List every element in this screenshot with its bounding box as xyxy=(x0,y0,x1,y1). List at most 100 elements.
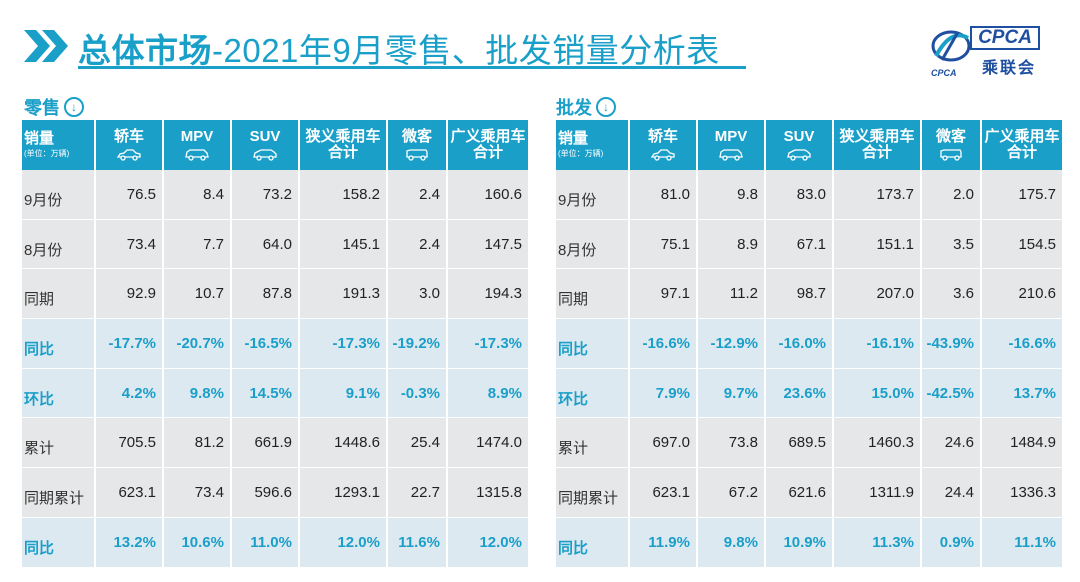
wholesale-header-unit: 销量 (单位：万辆) xyxy=(556,120,630,170)
retail-header-row: 销量 (单位：万辆) 轿车 MPV SUV 狭义乘用车 合计 微客 广义乘用车 合计 xyxy=(22,120,530,170)
title-underline xyxy=(78,66,746,69)
wholesale-header-col-5: 微客 xyxy=(922,120,982,170)
column-header-label: 合计 xyxy=(861,144,892,161)
table-row: 环比 7.9% 9.7% 23.6% 15.0% -42.5% 13.7% xyxy=(556,368,1064,419)
retail-section-label: 零售 ↓ xyxy=(24,94,84,120)
suv-icon xyxy=(253,149,277,161)
page-title-rest: -2021年9月零售、批发销量分析表 xyxy=(212,32,720,69)
table-cell: 3.0 xyxy=(388,269,448,320)
table-cell: -17.7% xyxy=(96,319,164,369)
column-header-label: MPV xyxy=(714,128,748,145)
table-cell: 8.9 xyxy=(698,219,766,270)
row-label: 环比 xyxy=(22,368,96,419)
table-row: 9月份 76.5 8.4 73.2 158.2 2.4 160.6 xyxy=(22,170,530,220)
table-cell: 2.4 xyxy=(388,219,448,270)
row-label: 同比 xyxy=(22,319,96,369)
table-cell: 1293.1 xyxy=(300,468,388,518)
table-cell: 24.4 xyxy=(922,468,982,518)
table-row: 同期累计 623.1 73.4 596.6 1293.1 22.7 1315.8 xyxy=(22,468,530,518)
page-title-main: 总体市场 xyxy=(78,32,212,69)
row-label: 同期 xyxy=(22,269,96,320)
table-cell: 1474.0 xyxy=(448,418,530,469)
table-cell: 158.2 xyxy=(300,170,388,220)
table-cell: -17.3% xyxy=(448,319,530,369)
column-header-label: 微客 xyxy=(935,128,966,145)
sedan-icon xyxy=(116,149,141,161)
row-label: 同比 xyxy=(556,319,630,369)
table-cell: 7.7 xyxy=(164,219,232,270)
table-cell: 8.4 xyxy=(164,170,232,220)
table-cell: -42.5% xyxy=(922,368,982,419)
table-cell: 83.0 xyxy=(766,170,834,220)
table-cell: 73.8 xyxy=(698,418,766,469)
table-cell: 147.5 xyxy=(448,219,530,270)
table-cell: 11.2 xyxy=(698,269,766,320)
table-cell: 98.7 xyxy=(766,269,834,320)
arrow-down-icon: ↓ xyxy=(596,97,616,117)
table-cell: 81.0 xyxy=(630,170,698,220)
table-cell: 689.5 xyxy=(766,418,834,469)
table-cell: -16.6% xyxy=(982,319,1064,369)
wholesale-header-row: 销量 (单位：万辆) 轿车 MPV SUV 狭义乘用车 合计 微客 广义乘用车合计 xyxy=(556,120,1064,170)
table-row: 同期 97.1 11.2 98.7 207.0 3.6 210.6 xyxy=(556,269,1064,320)
page-header: 总体市场-2021年9月零售、批发销量分析表 CPCA CPCA 乘联会 xyxy=(22,18,1062,88)
row-label: 9月份 xyxy=(556,170,630,220)
table-cell: -0.3% xyxy=(388,368,448,419)
column-header-label: 合计 xyxy=(327,144,358,161)
column-header-label: SUV xyxy=(783,128,815,145)
retail-header-col-2: MPV xyxy=(164,120,232,170)
page-title: 总体市场-2021年9月零售、批发销量分析表 xyxy=(78,24,720,72)
retail-header-col-4: 狭义乘用车 合计 xyxy=(300,120,388,170)
table-cell: 210.6 xyxy=(982,269,1064,320)
table-cell: 9.1% xyxy=(300,368,388,419)
table-cell: 0.9% xyxy=(922,517,982,568)
table-row: 同比 13.2% 10.6% 11.0% 12.0% 11.6% 12.0% xyxy=(22,517,530,568)
table-cell: 173.7 xyxy=(834,170,922,220)
sedan-icon xyxy=(650,149,675,161)
mpv-icon xyxy=(719,149,743,161)
row-label: 累计 xyxy=(556,418,630,469)
table-cell: 13.7% xyxy=(982,368,1064,419)
table-cell: 1448.6 xyxy=(300,418,388,469)
table-cell: 14.5% xyxy=(232,368,300,419)
table-cell: 1484.9 xyxy=(982,418,1064,469)
table-cell: 12.0% xyxy=(300,517,388,568)
table-cell: 1311.9 xyxy=(834,468,922,518)
table-cell: 623.1 xyxy=(96,468,164,518)
row-label: 同期 xyxy=(556,269,630,320)
wholesale-header-col-4: 狭义乘用车 合计 xyxy=(834,120,922,170)
table-row: 8月份 75.1 8.9 67.1 151.1 3.5 154.5 xyxy=(556,219,1064,270)
table-cell: 67.1 xyxy=(766,219,834,270)
table-cell: 2.0 xyxy=(922,170,982,220)
table-cell: 7.9% xyxy=(630,368,698,419)
table-cell: 92.9 xyxy=(96,269,164,320)
column-header-label: 广义乘用车 xyxy=(984,128,1060,145)
column-header-label: 合计 xyxy=(472,144,503,161)
cpca-mark-text: CPCA xyxy=(931,68,957,78)
retail-header-col-1: 轿车 xyxy=(96,120,164,170)
table-cell: -43.9% xyxy=(922,319,982,369)
cpca-logo: CPCA CPCA 乘联会 xyxy=(928,20,1040,78)
table-cell: 24.6 xyxy=(922,418,982,469)
wholesale-table-panel: 销量 (单位：万辆) 轿车 MPV SUV 狭义乘用车 合计 微客 广义乘用车合计 9月份 81.… xyxy=(556,120,1064,568)
table-row: 累计 705.5 81.2 661.9 1448.6 25.4 1474.0 xyxy=(22,418,530,469)
column-header-label: 轿车 xyxy=(113,128,144,145)
cpca-cn-name: 乘联会 xyxy=(981,60,1036,77)
table-cell: 191.3 xyxy=(300,269,388,320)
table-cell: 76.5 xyxy=(96,170,164,220)
table-cell: 64.0 xyxy=(232,219,300,270)
table-cell: 25.4 xyxy=(388,418,448,469)
column-header-label: SUV xyxy=(249,128,281,145)
table-row: 9月份 81.0 9.8 83.0 173.7 2.0 175.7 xyxy=(556,170,1064,220)
table-cell: -16.5% xyxy=(232,319,300,369)
table-cell: 73.4 xyxy=(164,468,232,518)
table-cell: 2.4 xyxy=(388,170,448,220)
table-cell: 9.8% xyxy=(698,517,766,568)
arrow-down-icon: ↓ xyxy=(64,97,84,117)
retail-header-unit: 销量 (单位：万辆) xyxy=(22,120,96,170)
wholesale-header-col-1: 轿车 xyxy=(630,120,698,170)
suv-icon xyxy=(787,149,811,161)
table-cell: 11.0% xyxy=(232,517,300,568)
row-label: 8月份 xyxy=(22,219,96,270)
retail-header-col-6: 广义乘用车 合计 xyxy=(448,120,530,170)
